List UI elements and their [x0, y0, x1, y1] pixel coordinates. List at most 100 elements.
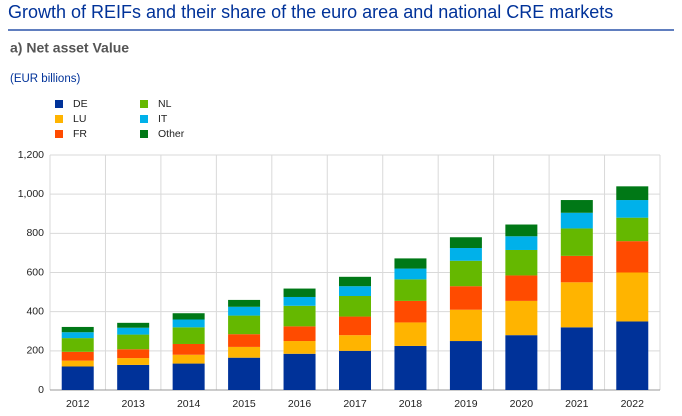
bar-segment [560, 200, 593, 213]
bar-segment [449, 286, 482, 310]
bar-segment [616, 217, 649, 242]
legend-label: FR [73, 128, 87, 140]
chart-subtitle: a) Net asset Value [10, 40, 129, 56]
bar-segment [505, 275, 538, 301]
bar-segment [505, 249, 538, 276]
bar-segment [117, 327, 150, 335]
bar-segment [228, 357, 261, 390]
bar-segment [505, 236, 538, 250]
bar-segment [339, 276, 371, 287]
bar-segment [61, 338, 94, 352]
bar-segment [172, 354, 205, 364]
bar-segment [394, 300, 427, 323]
bar-segment [117, 322, 150, 328]
legend-label: Other [158, 128, 185, 140]
bar-segment [339, 316, 371, 336]
legend-swatch [55, 130, 63, 138]
bar-segment [560, 282, 593, 328]
legend-label: LU [73, 113, 86, 125]
bar-segment [560, 327, 593, 390]
bar-segment [505, 300, 538, 336]
x-tick-label: 2016 [288, 398, 312, 410]
bar-segment [560, 255, 593, 283]
y-tick-label: 0 [38, 384, 44, 396]
bar-segment [616, 186, 649, 201]
bar-segment [339, 335, 371, 351]
x-tick-label: 2018 [399, 398, 423, 410]
y-tick-label: 1,200 [18, 149, 44, 161]
bar-segment [449, 341, 482, 390]
bar-segment [117, 349, 150, 359]
bar-segment [61, 360, 94, 367]
bar-segment [117, 334, 150, 350]
bar-segment [505, 335, 538, 390]
y-tick-label: 400 [26, 305, 44, 317]
bar-segment [394, 322, 427, 346]
bar-segment [449, 309, 482, 342]
bar-segment [61, 351, 94, 361]
bar-segment [394, 268, 427, 280]
bar-segment [505, 224, 538, 237]
x-tick-label: 2013 [122, 398, 146, 410]
bar-segment [228, 306, 261, 316]
y-tick-label: 1,000 [18, 188, 44, 200]
bar-segment [283, 305, 316, 327]
bar-segment [228, 299, 261, 307]
x-tick-label: 2017 [343, 398, 367, 410]
bar-segment [61, 332, 94, 339]
bar-segment [616, 241, 649, 273]
bar-segment [172, 363, 205, 390]
bar-segment [172, 319, 205, 328]
x-tick-label: 2012 [66, 398, 90, 410]
bar-segment [394, 345, 427, 390]
legend-label: IT [158, 113, 168, 125]
x-tick-label: 2020 [510, 398, 534, 410]
bar-segment [283, 341, 316, 354]
bar-segment [339, 286, 371, 296]
bar-segment [560, 212, 593, 229]
bar-segment [449, 237, 482, 249]
bar-segment [339, 350, 371, 390]
bar-segment [560, 228, 593, 256]
y-axis-label: (EUR billions) [10, 73, 80, 85]
bar-segment [283, 353, 316, 390]
bar-segment [228, 315, 261, 335]
bar-segment [394, 258, 427, 269]
bar-segment [172, 327, 205, 344]
bar-segment [339, 296, 371, 317]
bar-segment [616, 321, 649, 390]
bar-segment [283, 296, 316, 306]
bar-segment [283, 288, 316, 297]
x-tick-label: 2014 [177, 398, 201, 410]
legend-swatch [55, 100, 63, 108]
bar-segment [449, 260, 482, 287]
bar-segment [172, 313, 205, 320]
bar-segment [616, 200, 649, 218]
y-tick-label: 800 [26, 227, 44, 239]
bar-segment [228, 334, 261, 347]
y-tick-label: 600 [26, 266, 44, 278]
legend-swatch [140, 115, 148, 123]
bar-segment [228, 346, 261, 358]
legend-label: DE [73, 98, 88, 110]
x-tick-label: 2015 [232, 398, 256, 410]
legend-swatch [140, 100, 148, 108]
chart-title: Growth of REIFs and their share of the e… [8, 2, 613, 22]
bar-segment [117, 358, 150, 365]
bar-segment [117, 364, 150, 390]
bar-segment [61, 326, 94, 333]
x-tick-label: 2022 [621, 398, 645, 410]
x-tick-label: 2019 [454, 398, 478, 410]
bar-segment [394, 279, 427, 301]
legend-label: NL [158, 98, 172, 110]
legend-swatch [55, 115, 63, 123]
y-tick-label: 200 [26, 345, 44, 357]
bar-segment [449, 248, 482, 261]
bar-segment [172, 343, 205, 355]
bar-segment [616, 272, 649, 322]
bar-segment [283, 326, 316, 342]
legend-swatch [140, 130, 148, 138]
bar-segment [61, 366, 94, 390]
x-tick-label: 2021 [565, 398, 589, 410]
